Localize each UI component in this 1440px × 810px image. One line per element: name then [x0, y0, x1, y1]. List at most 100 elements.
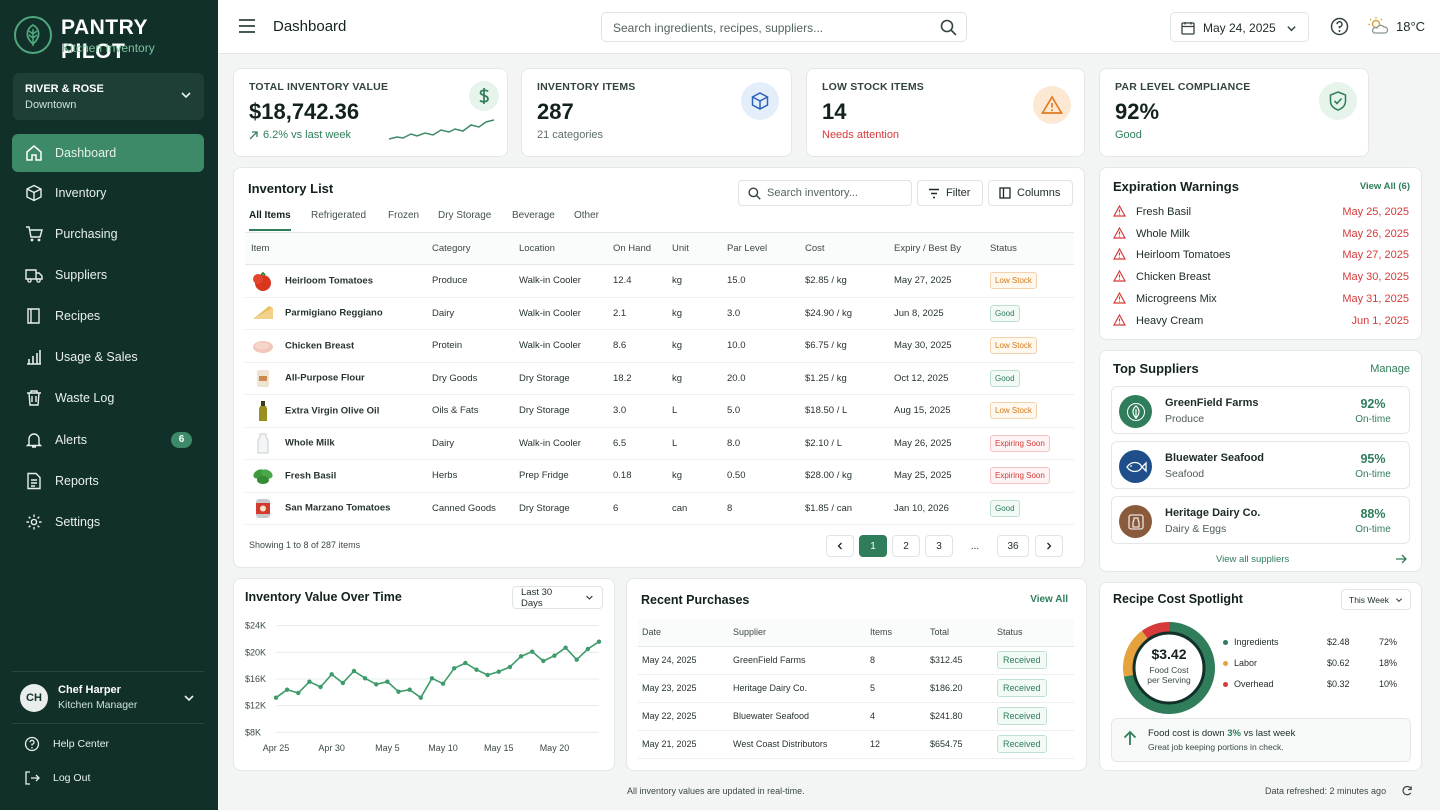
expiration-item[interactable]: Heirloom Tomatoes May 27, 2025 [1113, 247, 1409, 265]
sidebar-item-reports[interactable]: Reports [12, 462, 204, 500]
help-icon[interactable] [1330, 17, 1349, 36]
expiry-cell: May 25, 2025 [894, 459, 990, 493]
filter-button[interactable]: Filter [917, 180, 983, 206]
column-header[interactable]: Item [245, 232, 432, 265]
sidebar-item-purchasing[interactable]: Purchasing [12, 215, 204, 253]
sidebar-item-settings[interactable]: Settings [12, 503, 204, 541]
tab-refrigerated[interactable]: Refrigerated [311, 210, 367, 221]
status-cell: Low Stock [990, 329, 1074, 363]
status-badge: Good [990, 499, 1020, 517]
flour-thumbnail-icon [251, 367, 275, 389]
supplier-card-greenfield[interactable]: GreenField Farms Produce 92% On-time [1111, 386, 1410, 434]
column-header[interactable]: On Hand [613, 232, 672, 265]
supplier-card-bluewater[interactable]: Bluewater Seafood Seafood 95% On-time [1111, 441, 1410, 489]
expiration-item[interactable]: Whole Milk May 26, 2025 [1113, 226, 1409, 244]
sidebar-item-alerts[interactable]: Alerts 6 [12, 421, 204, 459]
column-header[interactable]: Unit [672, 232, 727, 265]
tab-beverage[interactable]: Beverage [512, 210, 555, 221]
column-header[interactable]: Cost [805, 232, 894, 265]
column-header[interactable]: Location [519, 232, 613, 265]
table-row[interactable]: Fresh Basil Herbs Prep Fridge 0.18 kg 0.50 $28… [245, 459, 1074, 493]
table-row[interactable]: Heirloom Tomatoes Produce Walk-in Cooler 12… [245, 264, 1074, 298]
unit-cell: can [672, 492, 727, 525]
chevron-down-icon [1287, 26, 1296, 32]
item-name: Heirloom Tomatoes [285, 275, 373, 287]
supplier-name: Bluewater Seafood [1165, 452, 1265, 464]
donut-slice-labor [1123, 630, 1149, 677]
sidebar-item-recipes[interactable]: Recipes [12, 297, 204, 335]
expiration-item[interactable]: Heavy Cream Jun 1, 2025 [1113, 313, 1409, 331]
shield-check-icon [1319, 82, 1357, 120]
refresh-icon[interactable] [1402, 785, 1413, 796]
tab-all-items[interactable]: All Items [249, 210, 291, 221]
global-search-input[interactable]: Search ingredients, recipes, suppliers..… [601, 12, 967, 42]
view-all-suppliers-link[interactable]: View all suppliers [1216, 554, 1290, 565]
columns-button[interactable]: Columns [988, 180, 1073, 206]
view-all-expirations-link[interactable]: View All (6) [1359, 181, 1410, 192]
arrow-right-icon[interactable] [1395, 554, 1407, 564]
data-point [362, 676, 368, 681]
help-center-link[interactable]: Help Center [24, 735, 184, 755]
data-point [407, 687, 412, 692]
date-picker[interactable]: May 24, 2025 [1170, 12, 1309, 42]
expiration-item[interactable]: Chicken Breast May 30, 2025 [1113, 269, 1409, 287]
sidebar-item-dashboard[interactable]: Dashboard [12, 134, 204, 172]
tab-other[interactable]: Other [574, 210, 600, 221]
page-36-button[interactable]: 36 [997, 535, 1029, 557]
next-page-button[interactable] [1035, 535, 1063, 557]
column-header[interactable]: Status [990, 232, 1074, 265]
supplier-card-heritage-dairy[interactable]: Heritage Dairy Co. Dairy & Eggs 88% On-t… [1111, 496, 1410, 544]
sidebar-item-inventory[interactable]: Inventory [12, 174, 204, 212]
page-2-button[interactable]: 2 [892, 535, 920, 557]
column-header[interactable]: Par Level [727, 232, 805, 265]
value-chart-range-select[interactable]: Last 30 Days [512, 586, 603, 609]
inventory-table: Item Category Location On Hand Unit Par … [245, 232, 1074, 525]
table-row[interactable]: All-Purpose Flour Dry Goods Dry Storage 18.… [245, 362, 1074, 395]
column-header[interactable]: Expiry / Best By [894, 232, 990, 265]
chevron-down-icon [586, 595, 593, 600]
user-menu-chevron-icon[interactable] [183, 692, 195, 704]
inventory-list-card: Inventory List Search inventory... Filte… [233, 167, 1085, 568]
cost-cell: $2.85 / kg [805, 264, 894, 298]
table-row[interactable]: Parmigiano Reggiano Dairy Walk-in Cooler 2.… [245, 297, 1074, 330]
dairy-icon [1119, 505, 1152, 538]
sidebar-item-waste-log[interactable]: Waste Log [12, 379, 204, 417]
table-row[interactable]: May 23, 2025 Heritage Dairy Co. 5 $186.20 Re… [638, 674, 1074, 703]
location-selector[interactable]: RIVER & ROSE Downtown [13, 73, 204, 120]
column-header[interactable]: Category [432, 232, 519, 265]
data-point [507, 664, 513, 670]
table-row[interactable]: Extra Virgin Olive Oil Oils & Fats Dry Sto… [245, 394, 1074, 428]
table-row[interactable]: May 22, 2025 Bluewater Seafood 4 $241.80 Rec… [638, 702, 1074, 731]
realtime-note: All inventory values are updated in real… [627, 786, 805, 796]
hamburger-menu-icon[interactable] [238, 18, 256, 34]
table-row[interactable]: May 21, 2025 West Coast Distributors 12 $65… [638, 730, 1074, 759]
date-cell: May 21, 2025 [638, 730, 733, 759]
sidebar-item-usage-sales[interactable]: Usage & Sales [12, 338, 204, 376]
sidebar-item-suppliers[interactable]: Suppliers [12, 256, 204, 294]
expiration-item[interactable]: Fresh Basil May 25, 2025 [1113, 204, 1409, 222]
page-3-button[interactable]: 3 [925, 535, 953, 557]
table-row[interactable]: Whole Milk Dairy Walk-in Cooler 6.5 L 8.0 $2.1… [245, 427, 1074, 460]
value-series-line [275, 640, 600, 699]
page-1-button[interactable]: 1 [859, 535, 887, 557]
data-point [396, 689, 401, 694]
table-row[interactable]: May 24, 2025 GreenField Farms 8 $312.45 Rece… [638, 646, 1074, 675]
prev-page-button[interactable] [826, 535, 854, 557]
location-cell: Dry Storage [519, 492, 613, 525]
tab-dry-storage[interactable]: Dry Storage [438, 210, 492, 221]
inventory-search-input[interactable]: Search inventory... [738, 180, 912, 206]
tab-frozen[interactable]: Frozen [388, 210, 420, 221]
recipe-cost-range-select[interactable]: This Week [1341, 589, 1411, 610]
status-badge: Received [997, 707, 1047, 725]
location-name: RIVER & ROSE [25, 83, 104, 95]
data-point [374, 682, 379, 687]
on-hand-cell: 12.4 [613, 264, 672, 298]
kpi-sub: Good [1115, 129, 1142, 141]
table-row[interactable]: Chicken Breast Protein Walk-in Cooler 8.6 kg… [245, 329, 1074, 363]
manage-suppliers-link[interactable]: Manage [1370, 363, 1410, 375]
view-all-purchases-link[interactable]: View All [1030, 594, 1068, 605]
table-row[interactable]: San Marzano Tomatoes Canned Goods Dry Stor… [245, 492, 1074, 525]
y-tick-label: $16K [245, 674, 266, 684]
expiration-item[interactable]: Microgreens Mix May 31, 2025 [1113, 291, 1409, 309]
log-out-link[interactable]: Log Out [24, 769, 184, 789]
